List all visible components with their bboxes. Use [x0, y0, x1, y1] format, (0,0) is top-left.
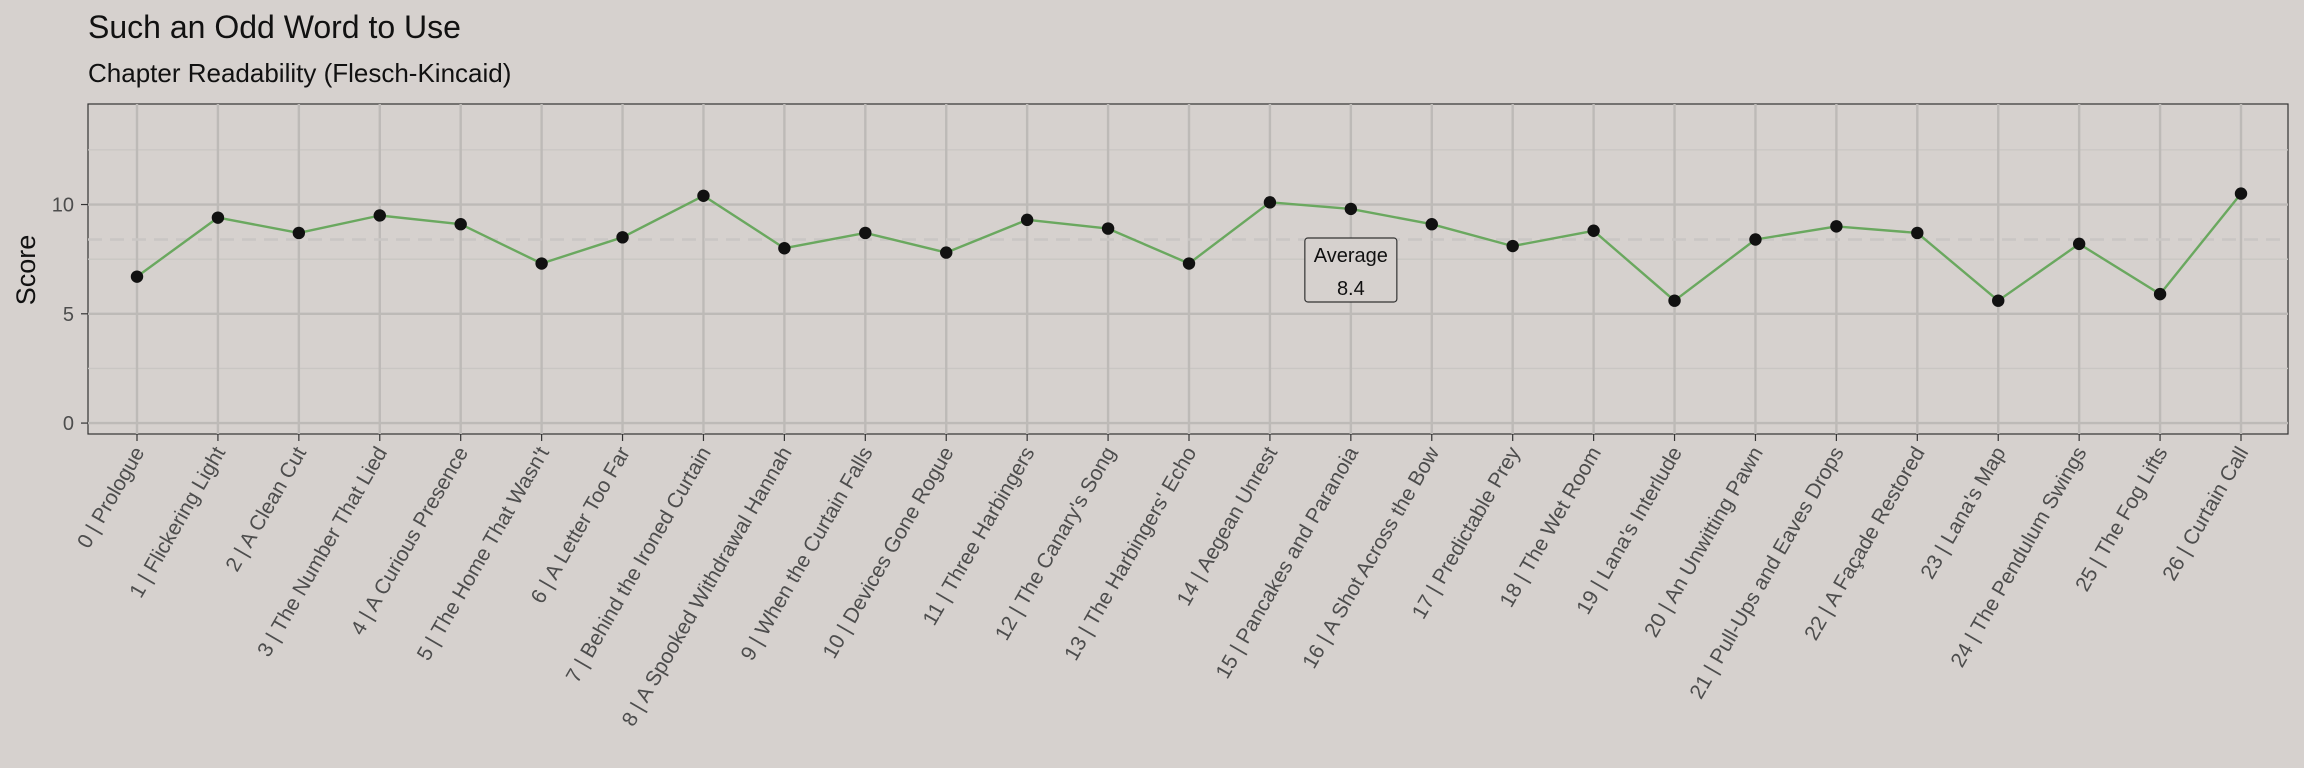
grid-lines	[88, 104, 2288, 434]
x-tick-label: 26 | Curtain Call	[2158, 443, 2253, 585]
data-point	[1749, 233, 1762, 246]
x-tick-label: 2 | A Clean Cut	[221, 443, 311, 576]
data-points	[130, 187, 2248, 307]
data-point	[211, 211, 225, 224]
data-point	[454, 217, 467, 231]
data-point	[1263, 196, 1277, 209]
y-tick-label: 0	[63, 413, 74, 435]
y-axis-ticks: 0 5 10	[52, 195, 88, 435]
data-point	[1506, 239, 1519, 253]
data-point	[697, 189, 710, 202]
average-annotation-label: Average	[1314, 245, 1388, 267]
data-point	[1344, 202, 1358, 216]
x-tick-label: 21 | Pull-Ups and Eaves Drops	[1685, 443, 1848, 703]
y-tick-label: 10	[52, 195, 74, 217]
data-point	[130, 270, 144, 283]
data-point	[778, 242, 791, 255]
data-point	[859, 226, 872, 240]
data-point	[2072, 237, 2086, 251]
x-tick-label: 15 | Pancakes and Paranoia	[1212, 443, 1364, 683]
x-tick-label: 23 | Lana's Map	[1916, 443, 2010, 583]
data-point	[1182, 257, 1196, 270]
data-point	[1020, 213, 1034, 227]
data-point	[1425, 217, 1438, 231]
average-annotation: Average 8.4	[1304, 237, 1398, 303]
data-point	[292, 226, 306, 240]
data-point	[1992, 294, 2005, 307]
x-tick-label: 24 | The Pendulum Swings	[1946, 443, 2091, 671]
data-point	[616, 231, 629, 244]
y-axis-label: Score	[11, 235, 41, 306]
data-point	[1911, 226, 1924, 240]
chart-title: Such an Odd Word to Use	[88, 9, 461, 45]
x-tick-label: 8 | A Spooked Withdrawal Hannah	[618, 443, 797, 730]
data-point	[940, 246, 953, 259]
data-point	[535, 257, 548, 270]
data-point	[2234, 187, 2248, 200]
x-tick-label: 16 | A Shot Across the Bow	[1298, 442, 1444, 672]
chart-subtitle: Chapter Readability (Flesch-Kincaid)	[88, 58, 511, 88]
x-tick-label: 0 | Prologue	[73, 443, 149, 552]
data-point	[1830, 220, 1843, 233]
data-point	[1587, 224, 1600, 237]
x-tick-label: 25 | The Fog Lifts	[2071, 443, 2172, 595]
average-annotation-value: 8.4	[1337, 278, 1365, 300]
data-point	[373, 209, 386, 222]
data-point	[1101, 222, 1115, 235]
y-tick-label: 5	[63, 304, 74, 326]
x-tick-label: 7 | Behind the Ironed Curtain	[562, 443, 716, 687]
data-point	[1668, 294, 1681, 307]
data-point	[2153, 287, 2167, 301]
average-annotation-box	[1304, 237, 1398, 303]
